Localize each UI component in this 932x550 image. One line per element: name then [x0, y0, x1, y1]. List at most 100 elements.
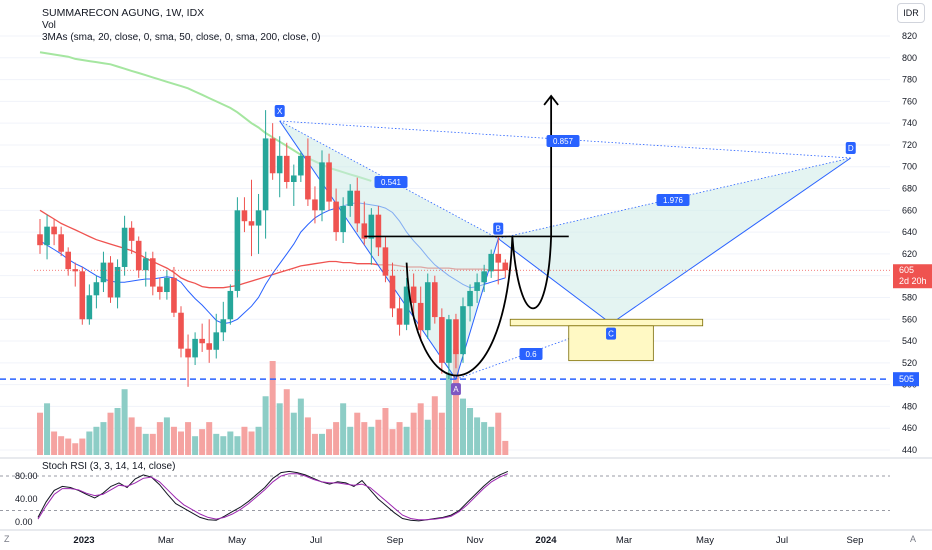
volume-bar [311, 433, 318, 455]
price-tick-label: 560 [902, 314, 917, 324]
target-arrow-head [543, 94, 559, 106]
volume-bar [79, 438, 86, 455]
volume-bar [170, 426, 177, 455]
cup-handle-drawing [0, 94, 890, 380]
last-price-text: 605 [899, 265, 914, 275]
volume-bar [340, 403, 347, 455]
volume-bar [474, 417, 481, 455]
candle-body [276, 155, 283, 174]
volume-bar [44, 403, 51, 455]
candle-body [213, 332, 220, 350]
timezone-icon[interactable]: Z [4, 534, 10, 544]
candle-body [375, 214, 382, 248]
volume-bar [319, 433, 325, 455]
handle-zone-box [509, 318, 704, 327]
volume-bar [410, 412, 417, 455]
volume-bar [142, 433, 149, 455]
volume-bar [290, 412, 297, 455]
cup-handle-curve [405, 95, 553, 377]
volume-bar [467, 408, 474, 455]
volume-bar [396, 422, 403, 455]
volume-bar [58, 436, 65, 455]
candle-body [86, 295, 93, 320]
price-tick-label: 660 [902, 205, 917, 215]
pattern-point-badge [450, 383, 461, 396]
pattern-labels: X B A C D 0.541 0.857 1.976 0.6 [274, 104, 856, 396]
ratio-badge [546, 135, 580, 147]
volume-bar [368, 426, 375, 455]
time-tick-label: Jul [776, 535, 788, 546]
stoch-k-line [37, 470, 508, 522]
symbol-title: SUMMARECON AGUNG, 1W, IDX [42, 7, 205, 19]
pattern-point-badge [274, 104, 285, 117]
volume-bar [361, 422, 368, 455]
candle-body [446, 319, 452, 363]
volume-bar [452, 349, 459, 455]
price-tick-label: 460 [902, 423, 917, 433]
candle-body [403, 286, 410, 325]
countdown-text: 2d 20h [899, 276, 927, 286]
candle-body [192, 338, 198, 358]
candle-body [312, 199, 318, 211]
volume-bar [114, 408, 121, 455]
candle-body [424, 282, 431, 331]
volume-bar [227, 431, 234, 455]
price-tick-label: 760 [902, 96, 917, 106]
volume-bar [149, 433, 156, 455]
candle-body [100, 262, 107, 283]
volume-bar [460, 398, 466, 455]
ratio-label: 0.857 [553, 137, 574, 146]
volume-bar [347, 426, 354, 455]
candle-body [382, 247, 389, 276]
pattern-point-label: X [277, 107, 283, 116]
volume-bar [424, 419, 431, 455]
pattern-leg [497, 238, 612, 325]
candle-body [291, 175, 297, 182]
volume-bar [438, 412, 445, 455]
volume-bar [283, 389, 290, 455]
candle-body [178, 312, 184, 349]
stoch-d-line [37, 473, 508, 521]
volume-bar [269, 361, 276, 455]
candle-body [79, 271, 86, 320]
volume-bar [431, 396, 438, 455]
stoch-rsi-legend: Stoch RSI (3, 3, 14, 14, close) [42, 461, 176, 472]
volume-bar [354, 412, 361, 455]
volume-bar [86, 431, 93, 455]
time-tick-label: Jul [310, 535, 322, 546]
ratio-badge [656, 194, 690, 206]
volume-bar [389, 429, 396, 455]
candle-body [502, 262, 509, 271]
candle-body [72, 269, 79, 272]
last-price-badge [893, 264, 932, 289]
price-tick-label: 580 [902, 292, 917, 302]
candle-body [474, 282, 480, 291]
volume-bar [326, 429, 333, 455]
candle-body [150, 258, 156, 287]
candle-body [340, 205, 346, 233]
candle-body [185, 348, 191, 358]
volume-bar [128, 417, 135, 455]
volume-bar [121, 389, 128, 455]
pattern-point-label: C [608, 330, 614, 339]
candle-body [488, 253, 494, 272]
candle-body [481, 271, 487, 283]
volume-bar [488, 426, 495, 455]
volume-bar [262, 396, 269, 455]
ratio-label: 0.6 [525, 350, 537, 359]
volume-bar [382, 408, 389, 455]
candle-body [389, 275, 396, 309]
candle-body [220, 319, 227, 333]
pattern-point-label: D [848, 144, 854, 153]
volume-bar [255, 426, 262, 455]
pattern-point-label: A [453, 385, 459, 394]
time-axis: 2023 Mar May Jul Sep Nov 2024 Mar May Jul Sep [0, 529, 932, 546]
pattern-point-badge [845, 142, 856, 155]
volume-bar [297, 398, 304, 455]
volume-bar [234, 436, 241, 455]
candle-body [51, 226, 57, 235]
currency-button[interactable]: IDR [897, 3, 925, 23]
volume-bar [481, 422, 488, 455]
auto-scale-button[interactable]: A [910, 534, 917, 544]
